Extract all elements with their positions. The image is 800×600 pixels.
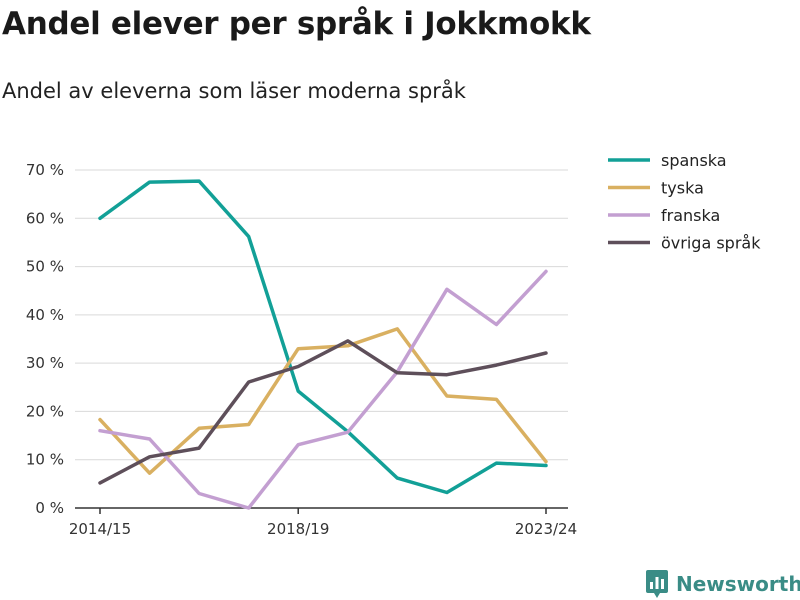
series-line-tyska — [98, 327, 548, 475]
y-tick-label: 70 % — [26, 161, 64, 179]
y-tick-label: 20 % — [26, 402, 64, 420]
y-tick-label: 10 % — [26, 451, 64, 469]
brand-logo: Newsworthy — [644, 569, 800, 599]
y-tick-label: 30 % — [26, 354, 64, 372]
y-tick-label: 40 % — [26, 306, 64, 324]
legend-label: franska — [661, 206, 720, 225]
series-line-övriga-språk — [98, 339, 548, 485]
series-line-spanska — [98, 179, 548, 495]
y-tick-label: 50 % — [26, 258, 64, 276]
y-tick-label: 0 % — [35, 499, 64, 517]
legend-label: spanska — [661, 151, 727, 170]
legend-label: tyska — [661, 179, 704, 198]
legend-label: övriga språk — [661, 234, 761, 253]
brand-name: Newsworthy — [676, 572, 800, 596]
newsworthy-logo-icon — [646, 570, 668, 598]
x-tick-label: 2023/24 — [515, 520, 577, 538]
x-tick-label: 2014/15 — [69, 520, 131, 538]
y-tick-label: 60 % — [26, 209, 64, 227]
x-tick-label: 2018/19 — [267, 520, 329, 538]
chart-subtitle: Andel av eleverna som läser moderna språ… — [2, 79, 466, 103]
series-line-franska — [98, 269, 548, 510]
chart-title: Andel elever per språk i Jokkmokk — [2, 6, 591, 42]
